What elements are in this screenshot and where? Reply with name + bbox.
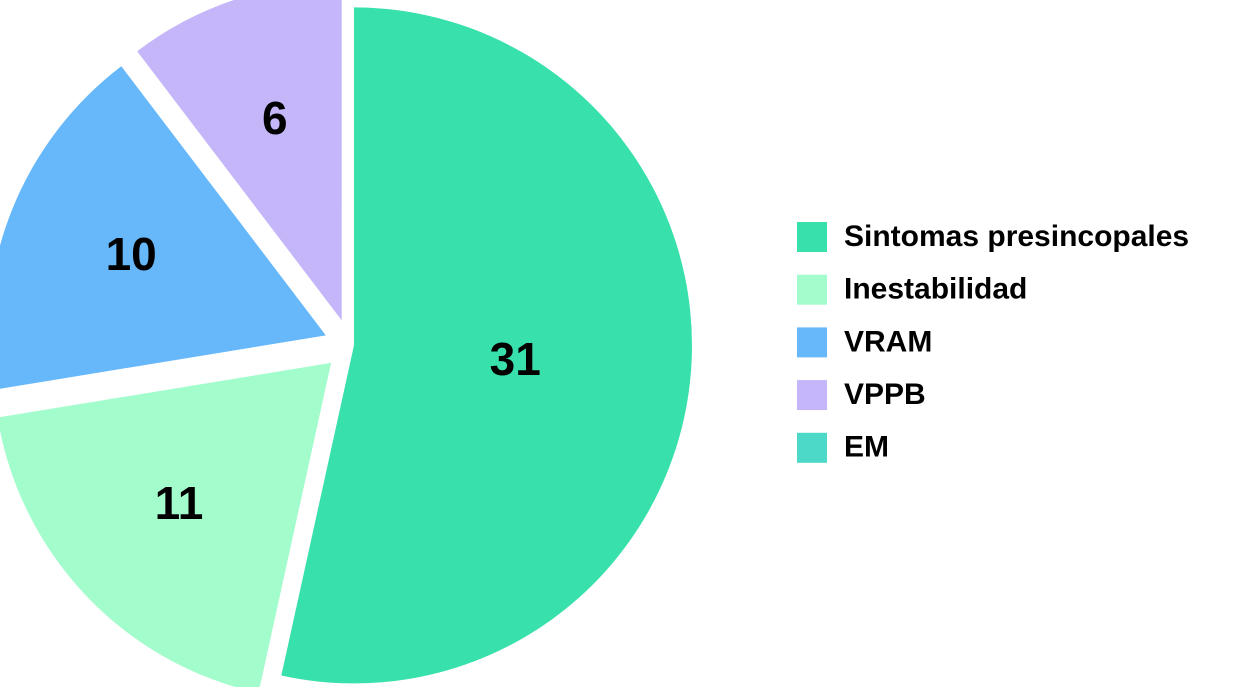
legend-label: Sintomas presincopales <box>844 220 1189 253</box>
legend-swatch <box>797 222 827 252</box>
slice-label: 10 <box>106 228 157 280</box>
legend-label: VRAM <box>844 325 932 358</box>
pie-slice <box>137 0 342 321</box>
slice-label: 11 <box>155 477 204 529</box>
legend-label: VPPB <box>844 378 926 411</box>
legend-swatch <box>797 274 827 305</box>
slice-label: 31 <box>490 333 541 385</box>
slice-label: 6 <box>262 92 288 144</box>
pie-slice <box>0 66 326 389</box>
legend-label: Inestabilidad <box>844 273 1027 306</box>
pie-slice <box>0 362 332 687</box>
legend-swatch <box>797 380 827 411</box>
legend-swatch <box>797 327 827 358</box>
legend-swatch <box>797 432 827 463</box>
pie-slice <box>281 7 692 684</box>
legend-label: EM <box>844 431 889 464</box>
